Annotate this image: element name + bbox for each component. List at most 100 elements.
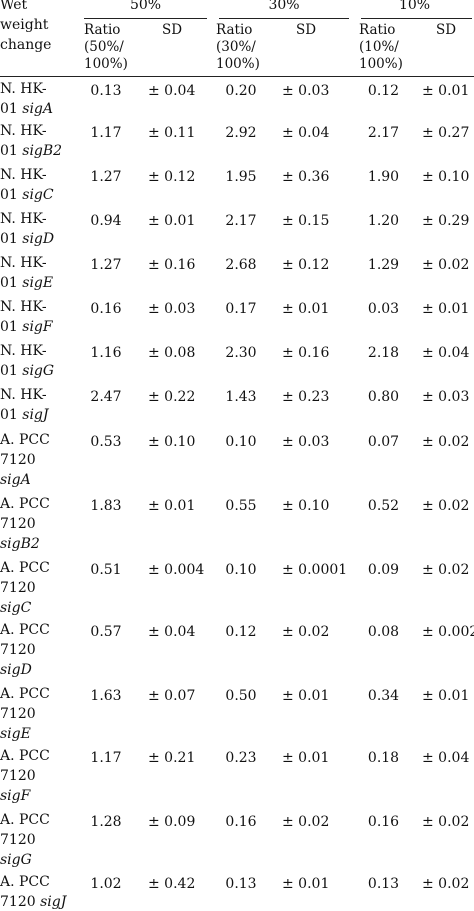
sd-header: SD xyxy=(436,22,457,38)
ratio-value: 1.95 xyxy=(225,169,257,185)
ratio-value: 0.13 xyxy=(90,83,122,99)
row-label-line: 7120 xyxy=(0,832,36,848)
sd-value: ± 0.02 xyxy=(422,562,470,578)
row-label-line: sigA xyxy=(0,472,31,489)
ratio-header-line: 100%) xyxy=(359,56,403,72)
ratio-value: 0.13 xyxy=(225,876,257,892)
sd-value: ± 0.02 xyxy=(422,814,470,830)
wet-weight-header-line: change xyxy=(0,37,52,53)
group-header-30pct: 30% xyxy=(268,0,300,13)
sd-value: ± 0.01 xyxy=(282,688,330,704)
row-label-line: sigB2 xyxy=(0,536,40,553)
sd-value: ± 0.27 xyxy=(422,125,470,141)
ratio-value: 0.51 xyxy=(90,562,122,578)
row-label-line: N. HK- xyxy=(0,255,47,271)
ratio-value: 1.27 xyxy=(90,169,122,185)
ratio-value: 0.94 xyxy=(90,213,122,229)
wet-weight-header-line: weight xyxy=(0,17,49,33)
row-label-line: N. HK- xyxy=(0,343,47,359)
ratio-header-line: Ratio xyxy=(216,22,253,38)
group-rule xyxy=(361,18,472,19)
gene-name: sigD xyxy=(22,231,55,247)
sd-value: ± 0.03 xyxy=(422,389,470,405)
gene-name: sigB2 xyxy=(22,143,63,159)
ratio-header-line: (10%/ xyxy=(359,39,399,55)
sd-value: ± 0.04 xyxy=(148,83,196,99)
ratio-value: 0.80 xyxy=(367,389,400,405)
ratio-value: 0.52 xyxy=(367,498,400,514)
ratio-value: 2.17 xyxy=(367,125,400,141)
ratio-value: 2.92 xyxy=(225,125,257,141)
sd-value: ± 0.36 xyxy=(282,169,330,185)
gene-name: sigB2 xyxy=(0,536,40,552)
sd-value: ± 0.02 xyxy=(282,814,330,830)
row-label-line: 7120 xyxy=(0,768,36,784)
ratio-value: 0.07 xyxy=(367,434,400,450)
ratio-value: 0.13 xyxy=(367,876,400,892)
group-header-10pct: 10% xyxy=(398,0,431,13)
row-label-line: N. HK- xyxy=(0,123,47,139)
row-label-line: A. PCC xyxy=(0,432,50,448)
ratio-value: 0.23 xyxy=(225,750,257,766)
ratio-value: 0.18 xyxy=(367,750,400,766)
ratio-value: 2.30 xyxy=(225,345,257,361)
sd-value: ± 0.01 xyxy=(422,688,470,704)
sd-value: ± 0.03 xyxy=(282,83,330,99)
row-label-line: N. HK- xyxy=(0,299,47,315)
row-label-line: A. PCC xyxy=(0,686,50,702)
gene-name: sigJ xyxy=(22,407,49,423)
row-label-line: sigF xyxy=(0,788,30,805)
row-label-line: 01 sigF xyxy=(0,319,53,335)
ratio-value: 0.50 xyxy=(225,688,257,704)
ratio-value: 1.29 xyxy=(367,257,400,273)
sd-value: ± 0.04 xyxy=(422,750,470,766)
gene-name: sigD xyxy=(0,662,32,678)
group-rule xyxy=(219,18,349,19)
ratio-header-line: 100%) xyxy=(216,56,260,72)
sd-value: ± 0.04 xyxy=(422,345,470,361)
ratio-value: 0.10 xyxy=(225,434,257,450)
sd-value: ± 0.10 xyxy=(282,498,330,514)
row-label-line: 01 sigA xyxy=(0,101,53,117)
group-header-50pct: 50% xyxy=(129,0,162,13)
sd-value: ± 0.02 xyxy=(282,624,330,640)
ratio-header-line: (50%/ xyxy=(84,39,124,55)
ratio-value: 0.03 xyxy=(367,301,400,317)
ratio-value: 0.20 xyxy=(225,83,257,99)
ratio-value: 0.16 xyxy=(367,814,400,830)
group-rule xyxy=(84,18,207,19)
row-label-line: 01 sigG xyxy=(0,363,55,379)
sd-value: ± 0.01 xyxy=(148,498,196,514)
row-label-line: 7120 xyxy=(0,580,36,596)
ratio-value: 1.27 xyxy=(90,257,122,273)
row-label-line: 01 sigB2 xyxy=(0,143,63,159)
ratio-value: 1.17 xyxy=(90,750,122,766)
row-label-line: 01 sigC xyxy=(0,187,54,203)
gene-name: sigA xyxy=(0,472,31,488)
row-label-line: 7120 sigJ xyxy=(0,894,67,910)
sd-value: ± 0.07 xyxy=(148,688,196,704)
header-rule xyxy=(0,76,474,77)
sd-value: ± 0.04 xyxy=(148,624,196,640)
ratio-value: 0.55 xyxy=(225,498,257,514)
gene-name: sigF xyxy=(22,319,53,335)
ratio-value: 1.90 xyxy=(367,169,400,185)
ratio-value: 2.18 xyxy=(367,345,400,361)
sd-value: ± 0.15 xyxy=(282,213,330,229)
sd-value: ± 0.22 xyxy=(148,389,196,405)
ratio-value: 1.43 xyxy=(225,389,257,405)
sd-value: ± 0.23 xyxy=(282,389,330,405)
sd-value: ± 0.01 xyxy=(422,83,470,99)
sd-value: ± 0.16 xyxy=(148,257,196,273)
row-label-line: 01 sigD xyxy=(0,231,55,247)
ratio-value: 0.08 xyxy=(367,624,400,640)
ratio-value: 1.83 xyxy=(90,498,122,514)
gene-name: sigG xyxy=(22,363,55,379)
gene-name: sigA xyxy=(22,101,53,117)
gene-name: sigG xyxy=(0,852,32,868)
ratio-value: 1.63 xyxy=(90,688,122,704)
ratio-header-line: (30%/ xyxy=(216,39,256,55)
sd-value: ± 0.21 xyxy=(148,750,196,766)
sd-header: SD xyxy=(162,22,183,38)
row-label-line: N. HK- xyxy=(0,387,47,403)
